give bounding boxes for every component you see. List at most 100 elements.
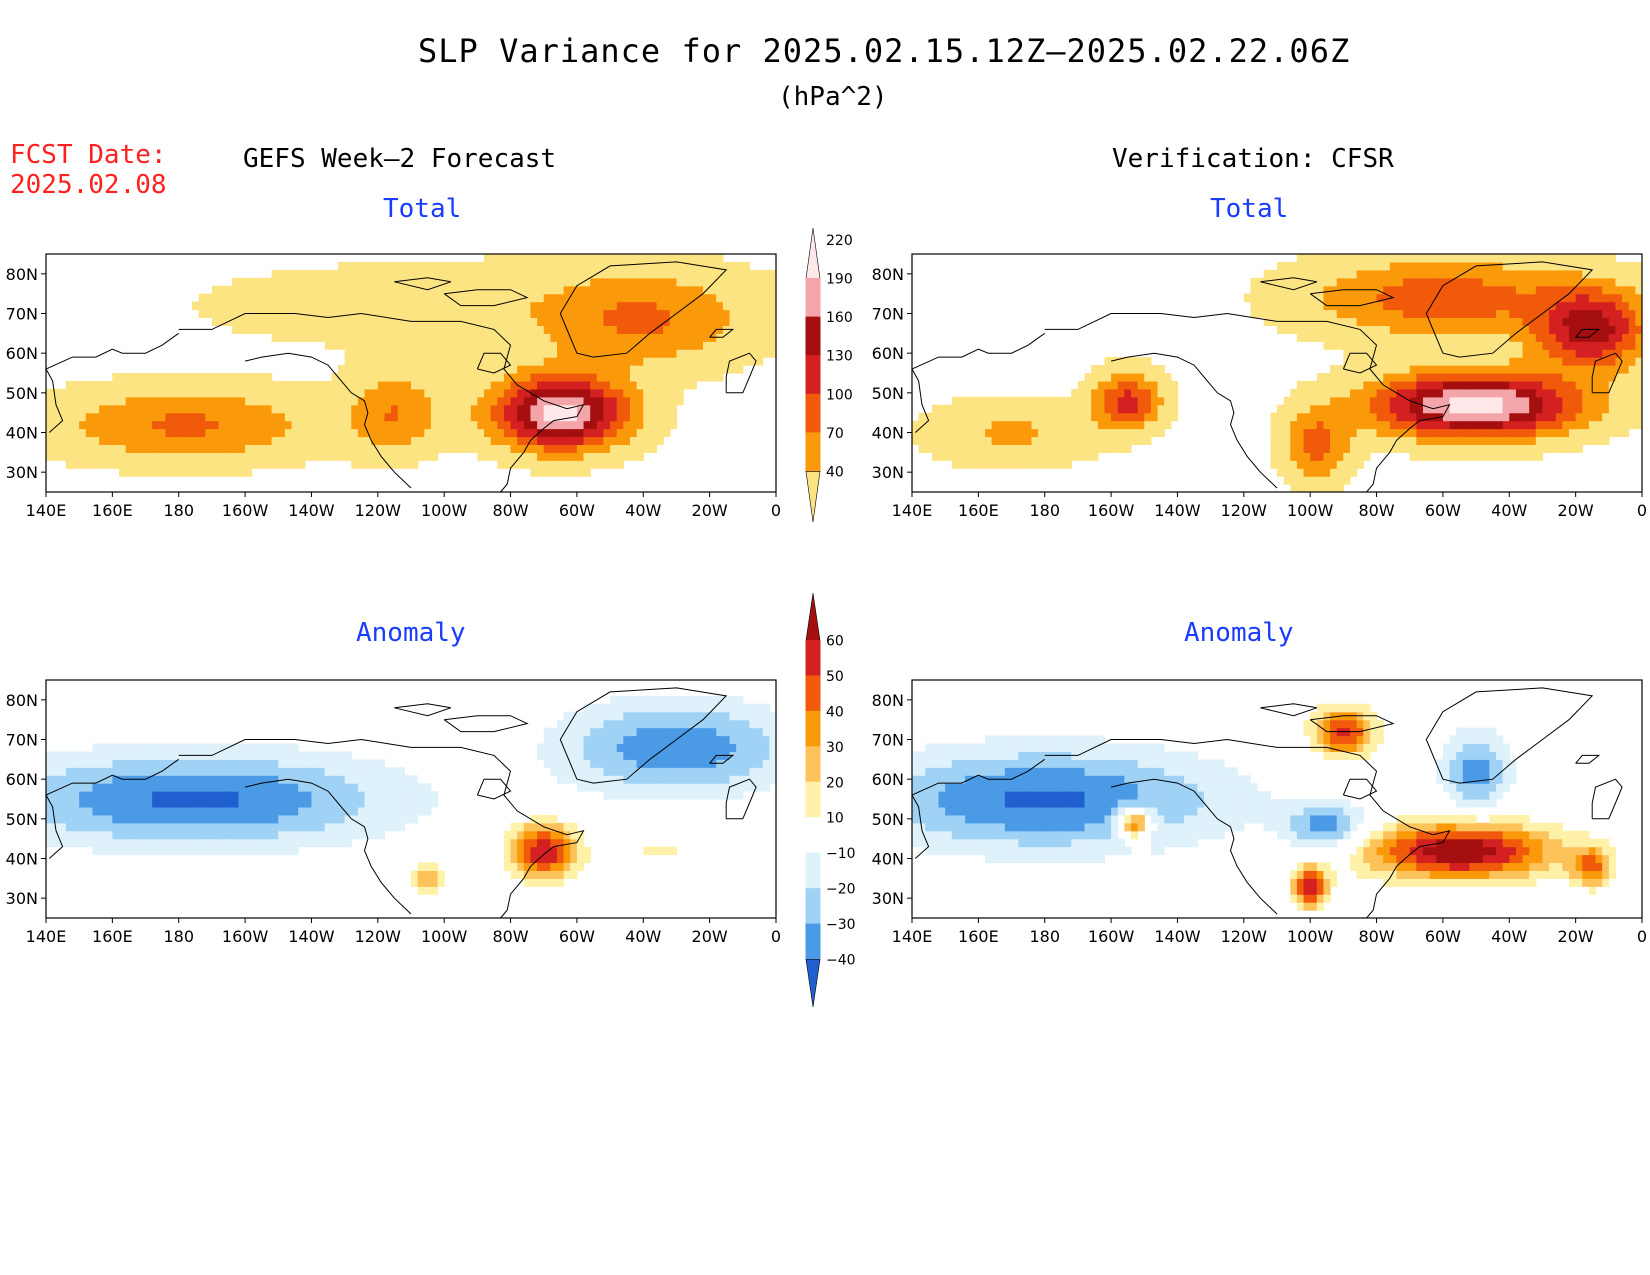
lat-tick-label: 40N (872, 424, 904, 443)
lon-tick-label: 160E (958, 927, 999, 946)
colorbar-label: 20 (826, 775, 844, 791)
lon-tick-label: 140W (1154, 927, 1201, 946)
figure-units: (hPa^2) (778, 82, 888, 112)
lon-tick-label: 60W (1425, 501, 1461, 520)
map-frame (45, 679, 777, 919)
lon-tick-label: 180 (163, 501, 194, 520)
lat-tick-label: 70N (872, 305, 904, 324)
coastlines (46, 261, 757, 492)
colorbar-swatch (805, 923, 821, 961)
lat-tick-label: 80N (6, 265, 38, 284)
lon-tick-label: 0 (1637, 501, 1647, 520)
colorbar-swatch (805, 592, 821, 641)
lon-tick-label: 140E (892, 501, 933, 520)
lat-tick-label: 50N (6, 384, 38, 403)
map-frame (45, 253, 777, 493)
lon-tick-label: 100W (1287, 501, 1334, 520)
colorbar-swatch (805, 817, 821, 854)
colorbar-label: 60 (826, 633, 844, 649)
map-panel-cfsr-total: 140E 160E 180 160W 140W 120W 100W 80W 60W 40W 20W 0… (872, 253, 1647, 520)
lon-tick-label: 160E (958, 501, 999, 520)
colorbar-swatch (805, 278, 821, 318)
lon-tick-label: 40W (625, 927, 661, 946)
panel-subtitle-cfsr-total: Total (1210, 194, 1289, 224)
lat-tick-label: 30N (872, 889, 904, 908)
colorbar-label: 130 (826, 349, 853, 365)
colorbar-swatch (805, 471, 821, 523)
colorbar-label: 70 (826, 426, 844, 442)
colorbar-swatch (805, 852, 821, 890)
colorbar-swatch (805, 355, 821, 395)
lon-tick-label: 160E (92, 927, 133, 946)
colorbar-swatch (805, 888, 821, 925)
field-cfsr-anomaly (912, 680, 1642, 918)
lat-tick-label: 70N (872, 731, 904, 750)
lon-tick-label: 180 (1029, 501, 1060, 520)
colorbar-label: −30 (826, 917, 856, 933)
lat-tick-label: 60N (6, 344, 38, 363)
coastlines (46, 687, 757, 918)
map-panel-cfsr-anomaly: 140E 160E 180 160W 140W 120W 100W 80W 60W 40W 20W 0… (872, 679, 1647, 946)
lon-tick-label: 60W (559, 927, 595, 946)
lat-tick-label: 60N (6, 770, 38, 789)
field-gefs-anomaly (46, 680, 776, 918)
lon-tick-label: 100W (421, 501, 468, 520)
lon-tick-label: 20W (692, 927, 728, 946)
colorbar-swatch (805, 959, 821, 1008)
colorbar-label: 50 (826, 669, 844, 685)
colorbar-label: 40 (826, 464, 844, 480)
lat-tick-label: 30N (6, 889, 38, 908)
colorbar-swatch (805, 746, 821, 783)
lon-tick-label: 160W (1088, 927, 1135, 946)
colorbar-label: 40 (826, 704, 844, 720)
colorbar-label: −40 (826, 953, 856, 969)
lon-tick-label: 140E (26, 927, 67, 946)
lon-tick-label: 20W (692, 501, 728, 520)
colorbar-label: 160 (826, 310, 853, 326)
lat-tick-label: 30N (872, 463, 904, 482)
colorbar-swatch (805, 639, 821, 677)
lon-tick-label: 100W (421, 927, 468, 946)
lat-tick-label: 40N (6, 850, 38, 869)
lon-tick-label: 60W (1425, 927, 1461, 946)
colorbar-swatch (805, 393, 821, 434)
lon-tick-label: 80W (1358, 501, 1394, 520)
colorbar-label: −10 (826, 846, 856, 862)
lon-tick-label: 180 (1029, 927, 1060, 946)
lon-tick-label: 180 (163, 927, 194, 946)
colorbar-label: 10 (826, 811, 844, 827)
lon-tick-label: 100W (1287, 927, 1334, 946)
coastlines (912, 261, 1623, 492)
colorbar-total: 220 190 160 130 100 70 40 (805, 227, 853, 523)
map-panel-gefs-total: 140E 160E 180 160W 140W 120W 100W 80W 60W 40W 20W 0… (6, 253, 781, 520)
map-panel-gefs-anomaly: 140E 160E 180 160W 140W 120W 100W 80W 60W 40W 20W 0… (6, 679, 781, 946)
lat-tick-label: 30N (6, 463, 38, 482)
lon-tick-label: 0 (771, 927, 781, 946)
colorbar-swatch (805, 227, 821, 279)
lat-tick-label: 40N (872, 850, 904, 869)
left-column-title: GEFS Week—2 Forecast (243, 144, 557, 174)
panel-subtitle-gefs-anomaly: Anomaly (356, 618, 466, 648)
colorbar-swatch (805, 316, 821, 357)
panel-subtitle-cfsr-anomaly: Anomaly (1184, 618, 1294, 648)
colorbar-swatch (805, 781, 821, 819)
lon-tick-label: 160W (222, 927, 269, 946)
fcst-date-value: 2025.02.08 (10, 170, 167, 200)
colorbar-label: 190 (826, 272, 853, 288)
lat-tick-label: 80N (6, 691, 38, 710)
lat-tick-label: 50N (872, 384, 904, 403)
panel-subtitle-gefs-total: Total (383, 194, 462, 224)
lat-tick-label: 70N (6, 305, 38, 324)
field-cfsr-total (912, 254, 1642, 492)
right-column-title: Verification: CFSR (1112, 144, 1394, 174)
colorbar-label: −20 (826, 882, 856, 898)
fcst-date-label: FCST Date: (10, 140, 167, 170)
lon-tick-label: 80W (1358, 927, 1394, 946)
lon-tick-label: 160W (1088, 501, 1135, 520)
lat-tick-label: 50N (872, 810, 904, 829)
lat-tick-label: 40N (6, 424, 38, 443)
lon-tick-label: 140W (288, 927, 335, 946)
lon-tick-label: 0 (1637, 927, 1647, 946)
lon-tick-label: 40W (1491, 501, 1527, 520)
lon-tick-label: 20W (1558, 927, 1594, 946)
